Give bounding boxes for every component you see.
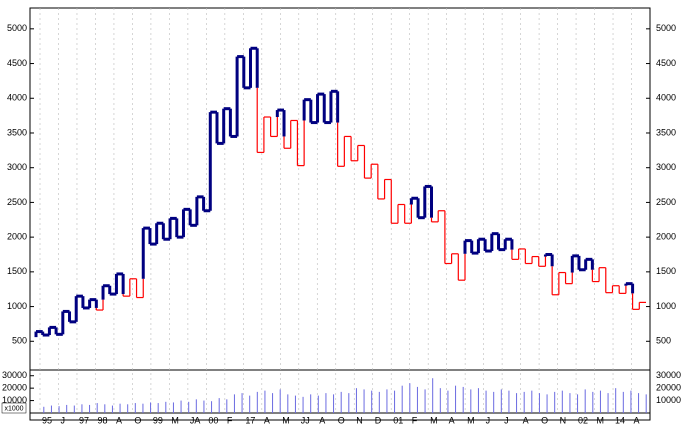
x-tick-label: 00 (208, 415, 218, 425)
x-tick-label: A (449, 415, 455, 425)
y-tick-label: 500 (12, 336, 27, 346)
x-tick-label: J (486, 415, 491, 425)
x-tick-label: 99 (153, 415, 163, 425)
x-tick-label: JA (190, 415, 201, 425)
x-tick-label: 98 (97, 415, 107, 425)
x-tick-label: O (338, 415, 345, 425)
y-tick-label: 3500 (656, 127, 676, 137)
y-tick-label: 1000 (656, 301, 676, 311)
y2-tick-label: 30000 (2, 370, 27, 380)
x-tick-label: N (560, 415, 567, 425)
y-tick-label: 5000 (7, 23, 27, 33)
x-tick-label: M (597, 415, 605, 425)
y2-tick-label: 20000 (656, 383, 681, 393)
y2-tick-label: 30000 (656, 370, 681, 380)
y-tick-label: 1500 (656, 266, 676, 276)
y-tick-label: 2500 (7, 197, 27, 207)
x-tick-label: O (541, 415, 548, 425)
x-tick-label: A (116, 415, 122, 425)
x-tick-label: J (504, 415, 509, 425)
y-tick-label: 4500 (656, 58, 676, 68)
y-tick-label: 1500 (7, 266, 27, 276)
x-tick-label: D (375, 415, 382, 425)
y-tick-label: 4000 (656, 93, 676, 103)
x-tick-label: 14 (615, 415, 625, 425)
x-tick-label: 17 (245, 415, 255, 425)
y-tick-label: 4000 (7, 93, 27, 103)
y-tick-label: 1000 (7, 301, 27, 311)
y2-tick-label: 10000 (2, 395, 27, 405)
x-tick-label: A (264, 415, 270, 425)
y-tick-label: 2000 (656, 232, 676, 242)
x-tick-label: 02 (578, 415, 588, 425)
x-tick-label: M (171, 415, 179, 425)
x-tick-label: 95 (42, 415, 52, 425)
unit-box (1, 402, 27, 414)
y2-tick-label: 20000 (2, 383, 27, 393)
y-tick-label: 500 (656, 336, 671, 346)
x-tick-label: A (319, 415, 325, 425)
x-tick-label: M (282, 415, 290, 425)
x-tick-label: M (430, 415, 438, 425)
y2-tick-label: 10000 (656, 395, 681, 405)
y-tick-label: 3000 (7, 162, 27, 172)
x-tick-label: 97 (79, 415, 89, 425)
y-tick-label: 2000 (7, 232, 27, 242)
y-tick-label: 2500 (656, 197, 676, 207)
y-tick-label: 3000 (656, 162, 676, 172)
x-tick-label: N (356, 415, 363, 425)
x-tick-label: J (60, 415, 65, 425)
plot-frame (29, 7, 651, 421)
x-tick-label: 01 (393, 415, 403, 425)
volume-unit: x1000 (4, 405, 23, 412)
y-tick-label: 4500 (7, 58, 27, 68)
x-tick-label: O (134, 415, 141, 425)
y-tick-label: 5000 (656, 23, 676, 33)
x-tick-label: F (412, 415, 418, 425)
x-tick-label: JJ (301, 415, 310, 425)
x-tick-label: M (467, 415, 475, 425)
x-tick-label: A (634, 415, 640, 425)
y-tick-label: 3500 (7, 127, 27, 137)
x-tick-label: A (523, 415, 529, 425)
x-tick-label: F (227, 415, 233, 425)
